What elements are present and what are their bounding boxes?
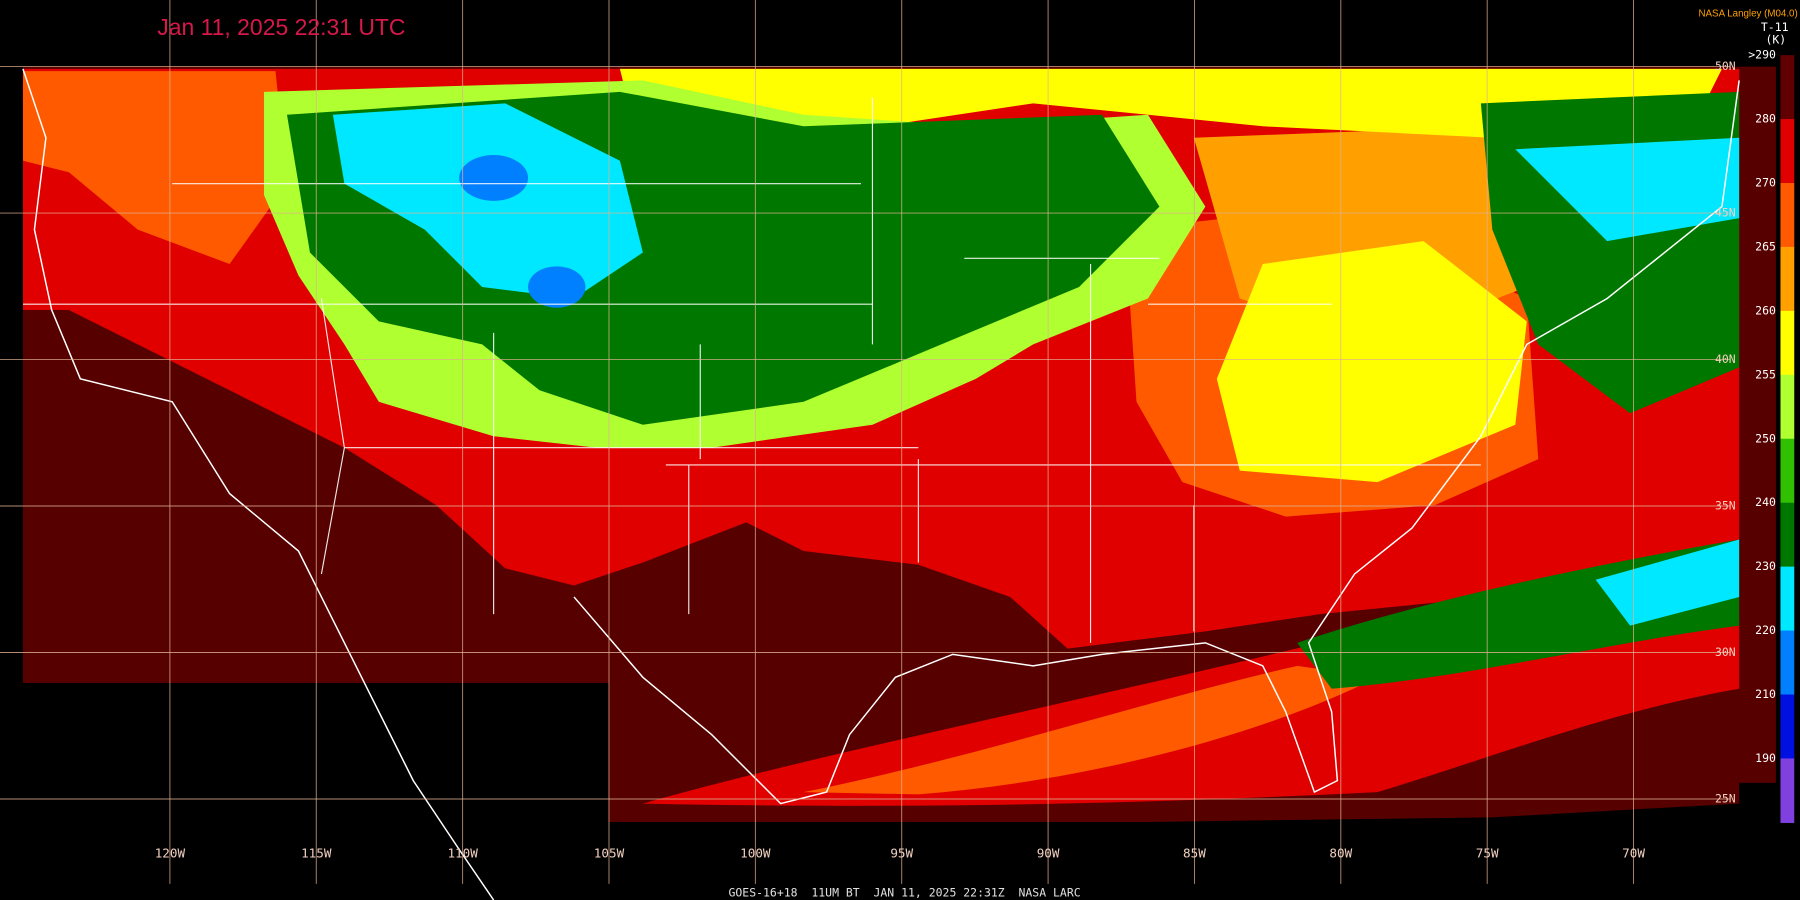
colorbar-label: 255 (1755, 367, 1776, 381)
blue-area (528, 266, 586, 308)
graticule: 50N 45N 40N 35N 30N 25N 120W 115W 110W 105W 100W 95… (0, 0, 1736, 884)
colorbar-label: 260 (1755, 303, 1776, 317)
cyan-area (1515, 137, 1740, 242)
longitude-label: 100W (740, 846, 771, 861)
colorbar-segment (1780, 630, 1795, 696)
colorbar-segment (1780, 374, 1795, 440)
colorbar-label: 270 (1755, 175, 1776, 189)
colorbar-label: 230 (1755, 559, 1776, 573)
longitude-label: 115W (301, 846, 332, 861)
longitude-label: 95W (890, 846, 913, 861)
colorbar-segment (1780, 119, 1795, 184)
longitude-label: 80W (1329, 846, 1352, 861)
colorbar-segment (1780, 182, 1795, 248)
source-label: NASA Langley (M04.0) (1699, 8, 1798, 19)
latitude-label: 30N (1715, 645, 1736, 659)
colorbar-segment (1780, 758, 1795, 823)
longitude-label: 120W (155, 846, 186, 861)
timestamp: Jan 11, 2025 22:31 UTC (157, 14, 405, 40)
latitude-label: 35N (1715, 499, 1736, 513)
colorbar: >290 280 270 265 260 255 250 240 230 220 210 190 (1748, 48, 1795, 823)
state-borders (22, 97, 1481, 643)
longitude-label: 110W (447, 846, 478, 861)
colorbar-label: 265 (1755, 239, 1776, 253)
colorbar-segment (1780, 246, 1795, 312)
longitude-label: 85W (1183, 846, 1206, 861)
longitude-label: 105W (594, 846, 625, 861)
colorbar-label: >290 (1748, 48, 1776, 62)
latitude-label: 25N (1715, 791, 1736, 805)
colorbar-label: 240 (1755, 495, 1776, 509)
colorbar-segment (1780, 566, 1795, 632)
colorbar-segment (1780, 55, 1795, 120)
imagery (22, 66, 1776, 822)
latitude-label: 45N (1715, 206, 1736, 220)
colorbar-segment (1780, 438, 1795, 504)
colorbar-segment (1780, 502, 1795, 568)
colorbar-unit: (K) (1766, 33, 1787, 47)
longitude-label: 90W (1037, 846, 1060, 861)
colorbar-title: T-11 (1761, 20, 1789, 34)
colorbar-label: 220 (1755, 623, 1776, 637)
colorbar-segment (1780, 694, 1795, 760)
colorbar-label: 250 (1755, 431, 1776, 445)
orange-area (22, 71, 287, 265)
longitude-label: 70W (1622, 846, 1645, 861)
colorbar-label: 210 (1755, 687, 1776, 701)
colorbar-label: 280 (1755, 112, 1776, 126)
blue-area (459, 154, 529, 201)
footer: GOES-16+18 11UM BT JAN 11, 2025 22:31Z N… (729, 886, 1081, 900)
orange-area (803, 665, 1378, 795)
latitude-label: 40N (1715, 352, 1736, 366)
gulf-atlantic-coast (573, 80, 1740, 805)
cyan-area (1595, 539, 1740, 626)
yellow-area (1216, 241, 1527, 483)
colorbar-segment (1780, 310, 1795, 376)
latitude-label: 50N (1715, 59, 1736, 73)
outlines (22, 68, 1740, 900)
yellow-area (619, 68, 1722, 161)
colorbar-label: 190 (1755, 751, 1776, 765)
longitude-label: 75W (1476, 846, 1499, 861)
cyan-area (332, 103, 643, 299)
pacific-coast (22, 68, 495, 900)
